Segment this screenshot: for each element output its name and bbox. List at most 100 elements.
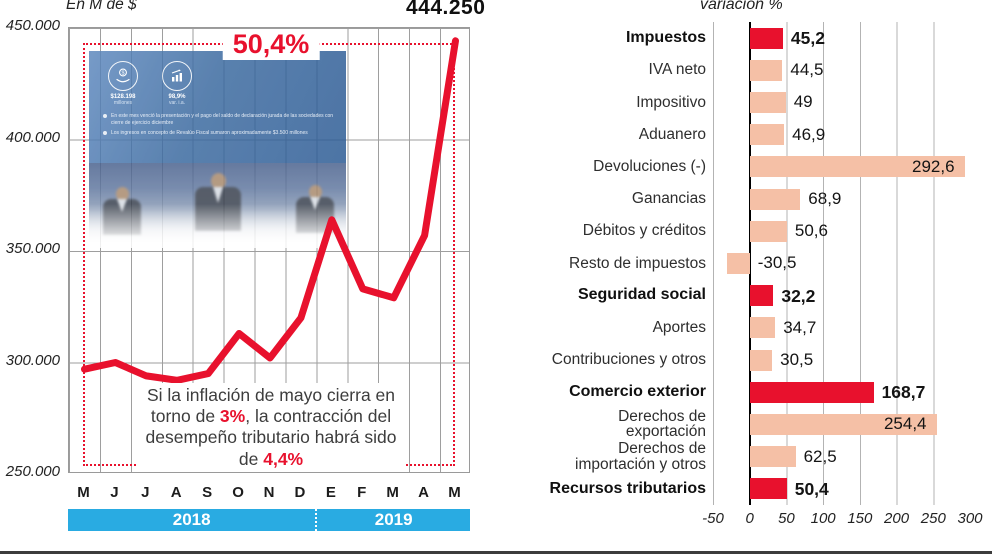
month-label: J	[141, 484, 150, 501]
bar	[749, 317, 776, 339]
annotation-part: , la contracción del	[245, 405, 392, 426]
y-tick-label: 250.000	[5, 463, 60, 480]
month-label: M	[448, 484, 461, 501]
growth-rate-label: 50,4%	[222, 29, 320, 60]
bullet-dot	[103, 131, 107, 135]
bar-value-label: 254,4	[883, 414, 927, 434]
bar	[749, 414, 937, 435]
month-label: D	[294, 484, 306, 501]
coin-hand-icon: $	[108, 61, 138, 91]
growth-chart-icon	[162, 61, 192, 91]
svg-text:$: $	[121, 71, 124, 77]
bar-value-label: 49	[793, 92, 813, 112]
bar-category-label: IVA neto	[648, 61, 706, 79]
bar-value-label: 30,5	[780, 350, 814, 369]
bar-category-label: Comercio exterior	[569, 383, 706, 400]
slide-bullet: Los ingresos en concepto de Revalúo Fisc…	[103, 130, 334, 137]
stat-value: 98,9%	[168, 94, 186, 100]
bar	[749, 285, 774, 307]
line-series	[81, 37, 459, 384]
month-label: O	[232, 484, 244, 501]
bar-value-label: 168,7	[881, 382, 926, 403]
bullet-text: En este mes venció la presentación y el …	[111, 113, 334, 126]
bar-x-tick-label: 300	[957, 510, 983, 527]
bar	[749, 478, 787, 500]
annotation-text: Si la inflación de mayo cierra en torno d…	[137, 382, 405, 472]
bar-category-label: Derechos de exportación	[618, 407, 706, 441]
bar-category-label: Ganancias	[631, 190, 706, 208]
unit-label: En M de $	[66, 0, 137, 13]
month-label: M	[386, 484, 399, 501]
bar-category-label: Recursos tributarios	[549, 479, 706, 497]
bar	[749, 381, 874, 403]
bar-category-label: Contribuciones y otros	[551, 351, 706, 369]
bar	[727, 253, 750, 274]
bar	[749, 27, 783, 49]
bar-chart-plot: 45,2 44,5 49 46,9 292,6 68,9 50,6 -30,5 32,2 34,7…	[713, 22, 970, 505]
bar	[749, 156, 965, 178]
bar-value-label: 50,6	[794, 221, 828, 241]
annotation-em: 4,4%	[263, 448, 304, 469]
press-conference-photo: $ $128.198 millones	[89, 51, 346, 248]
bar-category-label: Impositivo	[636, 93, 706, 111]
stat-variation: 98,9% var. i.a.	[159, 61, 195, 106]
month-label: S	[202, 484, 213, 501]
stat-collection: $ $128.198 millones	[105, 61, 141, 106]
bar	[749, 188, 801, 210]
bar-value-label: 32,2	[781, 285, 816, 306]
bar-value-label: -30,5	[757, 253, 797, 273]
y-axis: 450.000 400.000 350.000 300.000 250.000	[0, 0, 62, 500]
bar-category-label: Aportes	[652, 318, 706, 336]
bullet-text: Los ingresos en concepto de Revalúo Fisc…	[111, 130, 308, 136]
bar-value-label: 50,4	[794, 478, 829, 499]
bar-category-label: Impuestos	[625, 28, 706, 46]
presentation-slide: $ $128.198 millones	[89, 51, 346, 163]
bullet-dot	[103, 114, 107, 118]
bar-value-label: 292,6	[912, 156, 955, 176]
slide-bullets: En este mes venció la presentación y el …	[89, 113, 346, 137]
bar-x-tick-label: 50	[778, 510, 795, 527]
bar-category-label: Derechos de importación y otros	[575, 439, 706, 473]
bar-value-label: 46,9	[792, 124, 826, 144]
bar-x-axis: -50 0 50 100 150 200 250 300	[702, 510, 982, 528]
bottom-divider	[0, 551, 992, 554]
bar	[749, 220, 787, 242]
year-band-label: 2018	[68, 509, 316, 531]
annotation-part: desempeño tributario habrá sido	[145, 427, 397, 448]
y-tick-label: 450.000	[5, 17, 60, 34]
bar-category-label: Seguridad social	[577, 286, 706, 304]
stat-caption: var. i.a.	[168, 100, 186, 106]
year-band: 2018 2019	[68, 509, 470, 531]
bar-category-label: Aduanero	[638, 125, 706, 143]
month-label: E	[325, 484, 336, 501]
bar	[749, 349, 773, 371]
y-tick-label: 350.000	[5, 240, 60, 257]
bar-x-tick-label: 200	[884, 510, 910, 527]
month-label: A	[418, 484, 430, 501]
bar	[749, 92, 786, 113]
annotation-em: 3%	[219, 405, 246, 426]
slide-stats: $ $128.198 millones	[89, 51, 346, 106]
stat-value: $128.198	[110, 94, 136, 100]
bar-x-tick-label: 250	[920, 510, 946, 527]
bar-x-tick-label: -50	[702, 510, 724, 527]
bar-value-label: 34,7	[783, 317, 817, 337]
year-band-label: 2019	[315, 509, 470, 531]
bar-value-label: 68,9	[808, 189, 842, 208]
bar-x-tick-label: 100	[810, 510, 836, 527]
annotation-part: torno de	[150, 405, 220, 426]
month-label: N	[263, 484, 275, 501]
slide-bullet: En este mes venció la presentación y el …	[103, 113, 334, 127]
month-label: F	[357, 484, 367, 501]
month-label: A	[170, 484, 182, 501]
zero-axis	[748, 22, 751, 505]
bar-category-labels: Impuestos IVA neto Impositivo Aduanero Devol…	[536, 22, 706, 505]
annotation-part: de	[238, 448, 264, 469]
bar-chart-title: variación %	[700, 0, 783, 13]
bar	[749, 446, 796, 468]
peak-value-label: 444.250	[406, 0, 486, 19]
y-tick-label: 300.000	[5, 351, 60, 369]
stat-caption: millones	[113, 100, 133, 106]
